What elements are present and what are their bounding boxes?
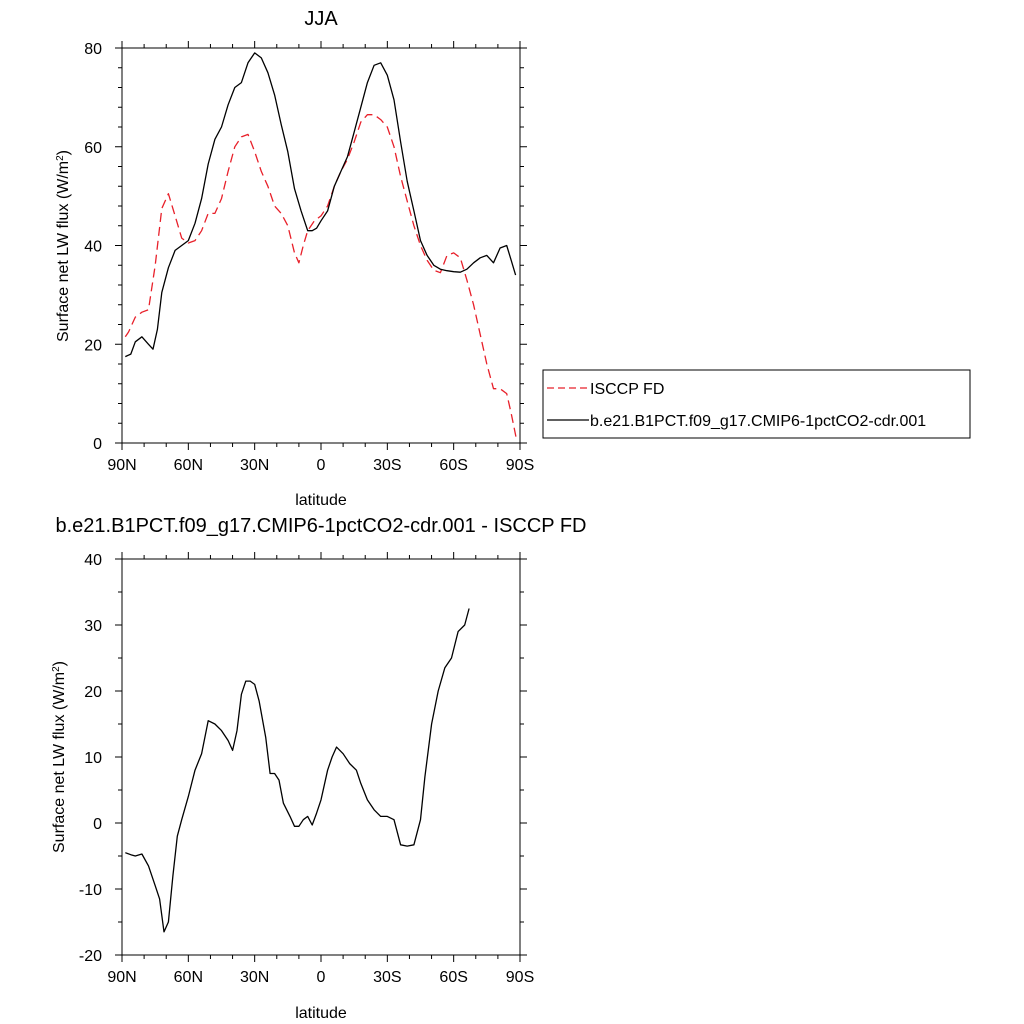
x-tick-label: 90N [107,969,136,986]
bottom-series-line-model [125,608,470,933]
legend-box [542,369,971,439]
x-tick-label: 30S [373,457,401,474]
bottom-y-axis-label: Surface net LW flux (W/m2) [51,661,69,853]
y-tick-label: -10 [79,882,102,899]
y-tick-label: 40 [84,239,102,256]
bottom-chart-title: b.e21.B1PCT.f09_g17.CMIP6-1pctCO2-cdr.00… [56,515,587,537]
top-series-line-isccp [124,114,518,441]
legend-label-model: b.e21.B1PCT.f09_g17.CMIP6-1pctCO2-cdr.00… [590,413,926,430]
y-tick-label: 0 [93,436,102,453]
x-tick-label: 60S [439,969,467,986]
y-tick-label: 30 [84,618,102,635]
x-tick-label: 60S [439,457,467,474]
y-tick-label: 20 [84,337,102,354]
x-tick-label: 60N [174,457,203,474]
x-tick-label: 90N [107,457,136,474]
x-tick-label: 0 [317,457,326,474]
top-series-line-model [125,52,517,358]
y-tick-label: 60 [84,140,102,157]
top-panel: JJA 90N 60N 30N 0 30S 60S 90S 0 20 40 60 80 latitud… [55,8,535,509]
x-tick-label: 0 [317,969,326,986]
bottom-panel: b.e21.B1PCT.f09_g17.CMIP6-1pctCO2-cdr.00… [51,515,587,1022]
x-tick-label: 30N [240,969,269,986]
y-tick-label: 40 [84,552,102,569]
x-tick-label: 30N [240,457,269,474]
y-tick-label: 80 [84,41,102,58]
top-x-axis-label: latitude [295,492,347,509]
x-tick-label: 30S [373,969,401,986]
y-tick-label: -20 [79,948,102,965]
top-chart-title: JJA [304,8,338,30]
top-plot-frame [121,47,521,444]
y-tick-label: 20 [84,684,102,701]
x-tick-label: 90S [506,969,534,986]
bottom-x-axis-label: latitude [295,1005,347,1022]
x-tick-label: 60N [174,969,203,986]
legend: ISCCP FD b.e21.B1PCT.f09_g17.CMIP6-1pctC… [542,369,971,439]
bottom-plot-frame [121,558,521,956]
top-y-axis-label: Surface net LW flux (W/m2) [55,150,73,342]
legend-label-isccp: ISCCP FD [590,381,664,398]
y-tick-label: 10 [84,750,102,767]
y-tick-label: 0 [93,816,102,833]
x-tick-label: 90S [506,457,534,474]
